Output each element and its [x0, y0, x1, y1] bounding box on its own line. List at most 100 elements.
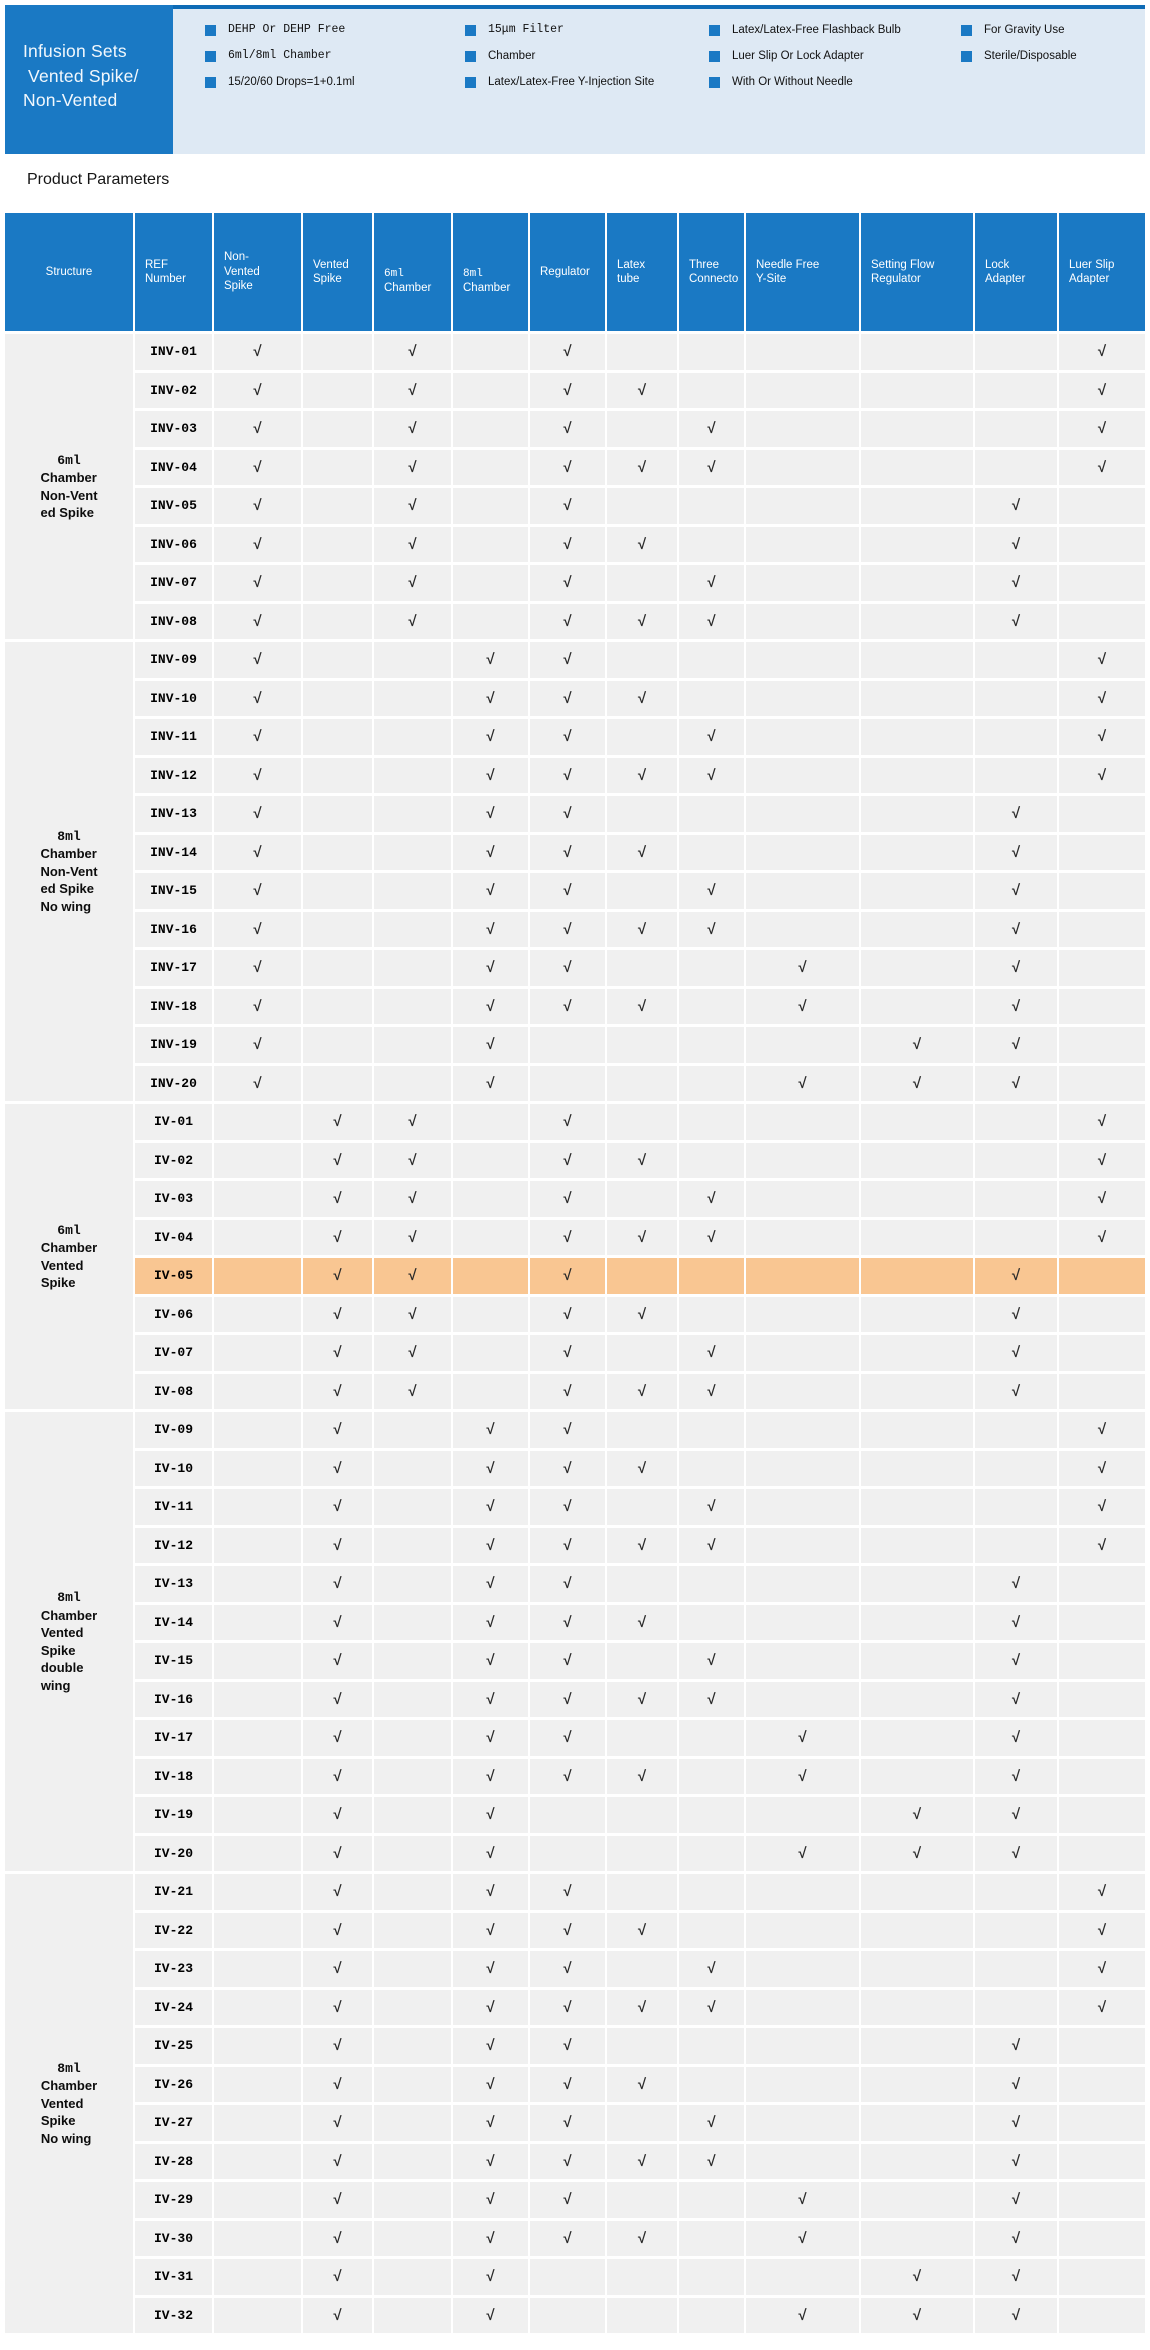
checkmark-cell-tc: √	[679, 1373, 744, 1409]
checkmark-cell-v: √	[303, 2143, 372, 2179]
checkmark-cell-c6: √	[374, 488, 451, 524]
checkmark-cell-ls: √	[1059, 1912, 1145, 1948]
ref-number-cell: IV-16	[135, 1681, 212, 1717]
empty-cell-lk	[975, 334, 1057, 370]
empty-cell-tc	[679, 1566, 744, 1602]
checkmark-cell-lk: √	[975, 565, 1057, 601]
empty-cell-tc	[679, 2066, 744, 2102]
checkmark-cell-c6: √	[374, 526, 451, 562]
structure-label-line: 6ml	[57, 452, 81, 468]
checkmark-cell-ls: √	[1059, 1951, 1145, 1987]
checkmark-cell-rg: √	[530, 2028, 605, 2064]
empty-cell-nf	[746, 719, 859, 755]
checkmark-cell-ls: √	[1059, 757, 1145, 793]
checkmark-cell-nv: √	[214, 334, 301, 370]
checkmark-cell-lx: √	[607, 680, 677, 716]
checkmark-cell-lx: √	[607, 2066, 677, 2102]
checkmark-cell-rg: √	[530, 1681, 605, 1717]
checkmark-cell-sf: √	[861, 2297, 973, 2333]
checkmark-cell-c8: √	[453, 1720, 528, 1756]
checkmark-cell-c6: √	[374, 1104, 451, 1140]
empty-cell-sf	[861, 1104, 973, 1140]
empty-cell-lk	[975, 1874, 1057, 1910]
empty-cell-rg	[530, 1797, 605, 1833]
column-header-lx: Latex tube	[607, 213, 677, 331]
empty-cell-nf	[746, 372, 859, 408]
empty-cell-tc	[679, 1142, 744, 1178]
empty-cell-rg	[530, 1065, 605, 1101]
checkmark-cell-rg: √	[530, 1258, 605, 1294]
ref-number-cell: IV-28	[135, 2143, 212, 2179]
empty-cell-tc	[679, 2259, 744, 2295]
ref-number-cell: INV-09	[135, 642, 212, 678]
ref-number-cell: IV-10	[135, 1450, 212, 1486]
empty-cell-c6	[374, 1720, 451, 1756]
checkmark-cell-tc: √	[679, 757, 744, 793]
empty-cell-nf	[746, 1104, 859, 1140]
ref-number-cell: INV-20	[135, 1065, 212, 1101]
checkmark-cell-lx: √	[607, 757, 677, 793]
empty-cell-ls	[1059, 1027, 1145, 1063]
empty-cell-sf	[861, 2066, 973, 2102]
checkmark-cell-nv: √	[214, 834, 301, 870]
feature-bullet-item: For Gravity Use	[961, 22, 1077, 38]
empty-cell-nv	[214, 2105, 301, 2141]
empty-cell-nf	[746, 565, 859, 601]
empty-cell-c6	[374, 1412, 451, 1448]
ref-number-cell: IV-02	[135, 1142, 212, 1178]
checkmark-cell-rg: √	[530, 1989, 605, 2025]
empty-cell-v	[303, 603, 372, 639]
empty-cell-nf	[746, 1181, 859, 1217]
checkmark-cell-lk: √	[975, 2297, 1057, 2333]
empty-cell-sf	[861, 796, 973, 832]
structure-group-cell-4: 8ml Chamber Vented Spike double wing	[5, 1412, 133, 1871]
checkmark-cell-rg: √	[530, 1912, 605, 1948]
structure-label-line: Non-Vent	[40, 487, 98, 503]
empty-cell-lk	[975, 1104, 1057, 1140]
structure-group-cell-5: 8ml Chamber Vented Spike No wing	[5, 1874, 133, 2333]
empty-cell-tc	[679, 1296, 744, 1332]
section-title: Product Parameters	[27, 171, 170, 188]
checkmark-cell-lx: √	[607, 1373, 677, 1409]
checkmark-cell-c8: √	[453, 1566, 528, 1602]
column-header-lines: Structure	[46, 265, 93, 280]
empty-cell-lx	[607, 1065, 677, 1101]
product-parameters-table: Structure REF Number Non- Vented Spike Vented S…	[5, 213, 1145, 2333]
checkmark-cell-c8: √	[453, 1797, 528, 1833]
empty-cell-nf	[746, 2143, 859, 2179]
empty-cell-nv	[214, 2066, 301, 2102]
bullet-square-icon	[465, 50, 476, 62]
empty-cell-tc	[679, 1258, 744, 1294]
empty-cell-lx	[607, 1412, 677, 1448]
empty-cell-lk	[975, 372, 1057, 408]
checkmark-cell-v: √	[303, 1142, 372, 1178]
checkmark-cell-nv: √	[214, 603, 301, 639]
checkmark-cell-lk: √	[975, 2182, 1057, 2218]
checkmark-cell-lk: √	[975, 2105, 1057, 2141]
empty-cell-lx	[607, 1797, 677, 1833]
checkmark-cell-c8: √	[453, 719, 528, 755]
empty-cell-lx	[607, 488, 677, 524]
empty-cell-lx	[607, 2297, 677, 2333]
checkmark-cell-v: √	[303, 1258, 372, 1294]
checkmark-cell-v: √	[303, 2105, 372, 2141]
empty-cell-tc	[679, 988, 744, 1024]
empty-cell-v	[303, 834, 372, 870]
empty-cell-c6	[374, 1797, 451, 1833]
checkmark-cell-tc: √	[679, 2105, 744, 2141]
checkmark-cell-tc: √	[679, 565, 744, 601]
checkmark-cell-c6: √	[374, 603, 451, 639]
empty-cell-nf	[746, 1219, 859, 1255]
checkmark-cell-rg: √	[530, 757, 605, 793]
empty-cell-c6	[374, 834, 451, 870]
checkmark-cell-rg: √	[530, 911, 605, 947]
ref-number-cell: INV-13	[135, 796, 212, 832]
empty-cell-rg	[530, 1835, 605, 1871]
checkmark-cell-ls: √	[1059, 1527, 1145, 1563]
empty-cell-c6	[374, 1912, 451, 1948]
column-header-lines: REF Number	[145, 258, 186, 287]
checkmark-cell-rg: √	[530, 1489, 605, 1525]
checkmark-cell-lx: √	[607, 1296, 677, 1332]
checkmark-cell-c6: √	[374, 1296, 451, 1332]
column-header-c6: 6ml Chamber	[374, 213, 451, 331]
